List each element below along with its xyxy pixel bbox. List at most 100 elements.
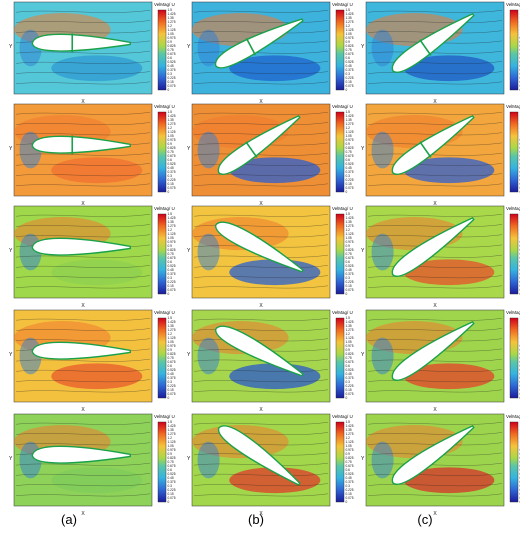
flow-panel-b4: X Y VelMag/ U1.51.4251.351.2751.21.1251.05… xyxy=(187,309,354,413)
colorbar-tick: 0.45 xyxy=(346,476,352,480)
colorbar-tick: 0.45 xyxy=(168,166,174,170)
colorbar-tick: 1.125 xyxy=(168,28,176,32)
colorbar-tick: 1.05 xyxy=(346,340,352,344)
colorbar-tick: 0.975 xyxy=(346,240,354,244)
colorbar-tick: 0.225 xyxy=(346,280,354,284)
colorbar-tick: 1.275 xyxy=(168,122,176,126)
colorbar-tick: 1.275 xyxy=(346,122,354,126)
airfoil-a4 xyxy=(31,341,131,360)
colorbar-tick: 0.525 xyxy=(346,472,354,476)
y-axis-label: Y xyxy=(9,146,13,152)
colorbar-tick: 1.2 xyxy=(168,24,173,28)
colorbar-tick: 0.225 xyxy=(346,178,354,182)
colorbar-tick: 1.05 xyxy=(346,444,352,448)
colorbar-tick: 0.3 xyxy=(346,380,351,384)
colorbar-title: VelMag/ U xyxy=(154,104,175,109)
flow-panel-a5: X Y VelMag/ U1.51.4251.351.2751.21.1251.05… xyxy=(9,413,176,517)
colorbar-tick: 0.45 xyxy=(346,166,352,170)
colorbar-tick: 0.525 xyxy=(168,368,176,372)
colorbar-tick: 0.75 xyxy=(168,48,174,52)
colorbar-tick: 1.275 xyxy=(168,432,176,436)
colorbar-tick: 1.2 xyxy=(346,436,351,440)
colorbar-tick: 0.675 xyxy=(346,154,354,158)
colorbar-tick: 0 xyxy=(168,88,170,92)
y-axis-label: Y xyxy=(361,44,365,50)
colorbar-tick: 0.75 xyxy=(168,150,174,154)
colorbar-tick: 1.2 xyxy=(346,332,351,336)
colorbar-tick: 1.5 xyxy=(346,8,351,12)
colorbar-tick: 0.675 xyxy=(346,52,354,56)
colorbar-tick: 0.675 xyxy=(346,360,354,364)
colorbar-title: VelMag/ U xyxy=(332,310,353,315)
colorbar-tick: 0.975 xyxy=(168,36,176,40)
x-axis-label: X xyxy=(259,99,263,105)
colorbar-tick: 1.125 xyxy=(346,28,354,32)
colorbar-tick: 1.05 xyxy=(168,32,174,36)
colorbar-tick: 0.975 xyxy=(168,138,176,142)
colorbar-tick: 0.9 xyxy=(168,348,173,352)
colorbar-tick: 1.425 xyxy=(346,320,354,324)
colorbar xyxy=(509,317,519,399)
colorbar-tick: 0.975 xyxy=(346,448,354,452)
colorbar-tick: 1.125 xyxy=(168,440,176,444)
flow-panel-b2: X Y VelMag/ U1.51.4251.351.2751.21.1251.05… xyxy=(187,103,354,207)
colorbar-tick: 0.825 xyxy=(168,352,176,356)
column-label-c: (c) xyxy=(417,512,433,527)
colorbar-tick: 0.9 xyxy=(346,142,351,146)
colorbar-tick: 0.75 xyxy=(168,252,174,256)
colorbar-tick: 0.675 xyxy=(168,360,176,364)
colorbar xyxy=(335,213,345,295)
colorbar-tick: 1.275 xyxy=(346,432,354,436)
colorbar-tick: 1.425 xyxy=(346,12,354,16)
colorbar-tick: 0.675 xyxy=(346,256,354,260)
y-axis-label: Y xyxy=(187,248,191,254)
x-axis-label: X xyxy=(259,511,263,517)
colorbar-tick: 0.525 xyxy=(346,162,354,166)
column-label-b: (b) xyxy=(248,512,264,527)
x-axis-label: X xyxy=(433,303,437,309)
colorbar-tick: 0.45 xyxy=(168,268,174,272)
x-axis-label: X xyxy=(433,201,437,207)
colorbar-tick: 0.825 xyxy=(346,248,354,252)
colorbar-tick: 0 xyxy=(168,292,170,296)
airfoil-c3 xyxy=(391,217,475,277)
y-axis-label: Y xyxy=(361,456,365,462)
colorbar-tick: 1.05 xyxy=(346,236,352,240)
flow-panel-a4: X Y VelMag/ U1.51.4251.351.2751.21.1251.05… xyxy=(9,309,176,413)
colorbar-tick: 1.05 xyxy=(168,134,174,138)
colorbar-tick: 1.35 xyxy=(346,324,352,328)
colorbar-tick: 0.225 xyxy=(346,76,354,80)
colorbar-title: VelMag/ U xyxy=(332,2,353,7)
colorbar-tick: 1.05 xyxy=(168,236,174,240)
colorbar-tick: 0.975 xyxy=(168,448,176,452)
colorbar-tick: 1.425 xyxy=(168,320,176,324)
colorbar-title: VelMag/ U xyxy=(332,414,353,419)
colorbar-title: VelMag/ U xyxy=(154,206,175,211)
colorbar-title: VelMag/ U xyxy=(506,104,520,109)
colorbar-tick: 0.825 xyxy=(168,146,176,150)
flow-panel-b1: X Y VelMag/ U1.51.4251.351.2751.21.1251.05… xyxy=(187,1,354,105)
colorbar xyxy=(335,111,345,193)
colorbar-tick: 1.05 xyxy=(346,32,352,36)
colorbar-tick: 1.2 xyxy=(168,126,173,130)
colorbar-tick: 0.6 xyxy=(346,158,351,162)
colorbar-tick: 0.225 xyxy=(168,488,176,492)
colorbar-tick: 1.5 xyxy=(168,420,173,424)
colorbar-tick: 0.6 xyxy=(168,158,173,162)
airfoil-b5 xyxy=(217,425,301,486)
flow-panel-b5: X Y VelMag/ U1.51.4251.351.2751.21.1251.05… xyxy=(187,413,354,517)
colorbar-tick: 0.75 xyxy=(168,356,174,360)
colorbar-tick: 1.5 xyxy=(346,316,351,320)
colorbar-tick: 0.375 xyxy=(168,376,176,380)
colorbar xyxy=(157,213,167,295)
colorbar-tick: 0.225 xyxy=(168,280,176,284)
colorbar-tick: 0.075 xyxy=(168,496,176,500)
colorbar-tick: 0.075 xyxy=(168,288,176,292)
colorbar-tick: 0.15 xyxy=(346,492,352,496)
colorbar-tick: 0.375 xyxy=(346,272,354,276)
colorbar-tick: 0.6 xyxy=(168,364,173,368)
colorbar-tick: 0.15 xyxy=(168,388,174,392)
airfoil-b1 xyxy=(214,18,304,69)
colorbar-tick: 0 xyxy=(346,292,348,296)
